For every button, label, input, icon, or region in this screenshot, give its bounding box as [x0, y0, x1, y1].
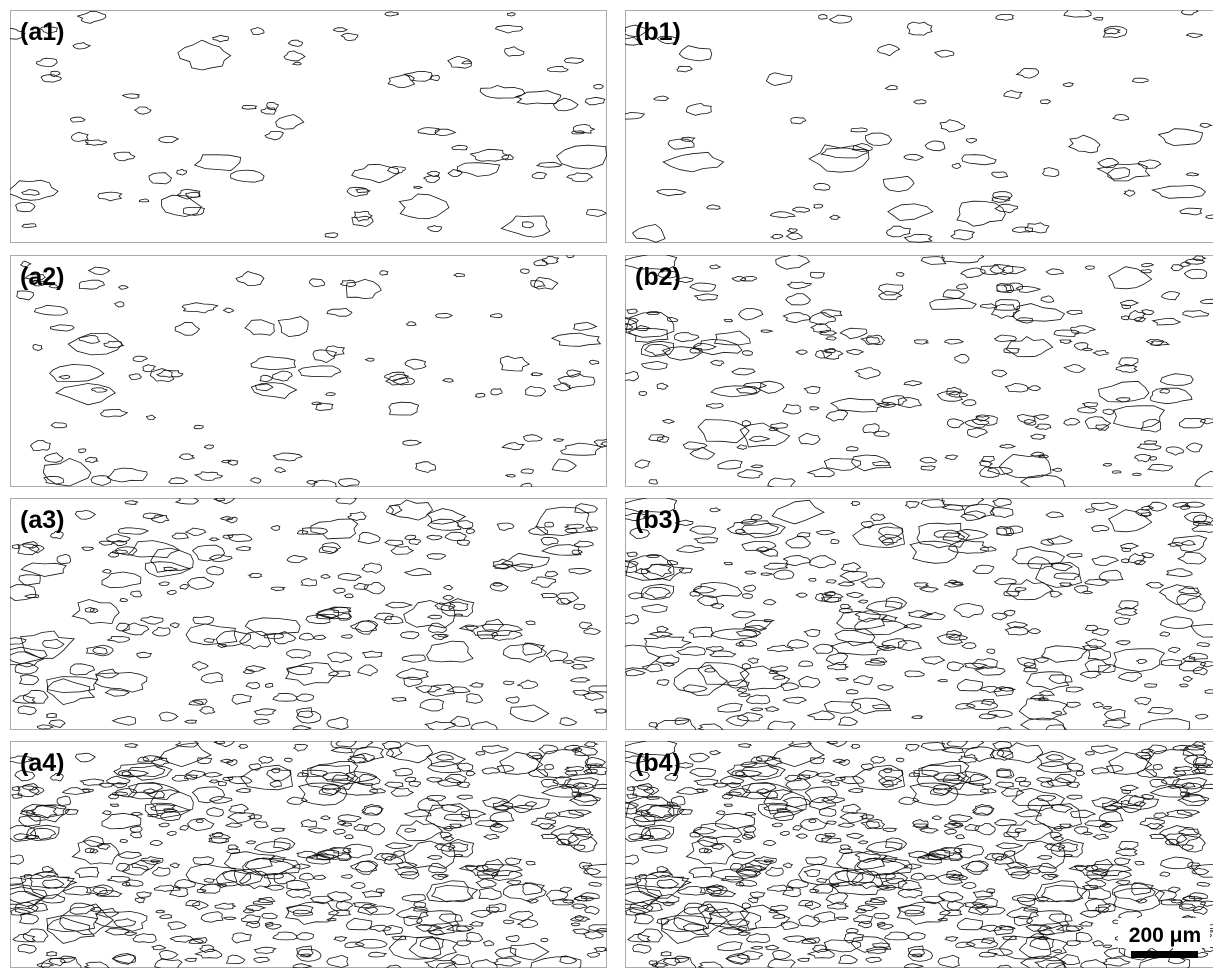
panel-background: [11, 11, 607, 243]
scale-bar: [1131, 951, 1198, 958]
micrograph-panel: [0, 11, 606, 243]
micrograph-panel: [611, 249, 1213, 495]
panel-background: [11, 499, 607, 730]
panel-label: (a4): [20, 749, 64, 777]
panel-label: (b1): [635, 18, 681, 46]
panel-label: (a3): [20, 506, 64, 534]
figure: (a1) (b1) (a2) (b2) (a3) (b3) (a4) (b4) 200 μm: [0, 0, 1213, 968]
micrograph-panel: [620, 7, 1213, 243]
scale-bar-label: 200 μm: [1129, 924, 1201, 947]
panel-label: (a2): [20, 263, 64, 291]
panel-background: [626, 11, 1213, 243]
panel-label: (a1): [20, 18, 64, 46]
panel-background: [626, 256, 1213, 487]
micrograph-panel: [0, 735, 620, 968]
micrograph-panel: [605, 492, 1213, 738]
micrograph-panel: [11, 254, 613, 492]
panel-label: (b2): [635, 263, 681, 291]
page: {"panels": [ {"label": "(a1)"}, {"label"…: [0, 0, 1213, 968]
panel-label: (b4): [635, 749, 681, 777]
panel-label: (b3): [635, 506, 681, 534]
micrograph-panel: [0, 493, 616, 734]
